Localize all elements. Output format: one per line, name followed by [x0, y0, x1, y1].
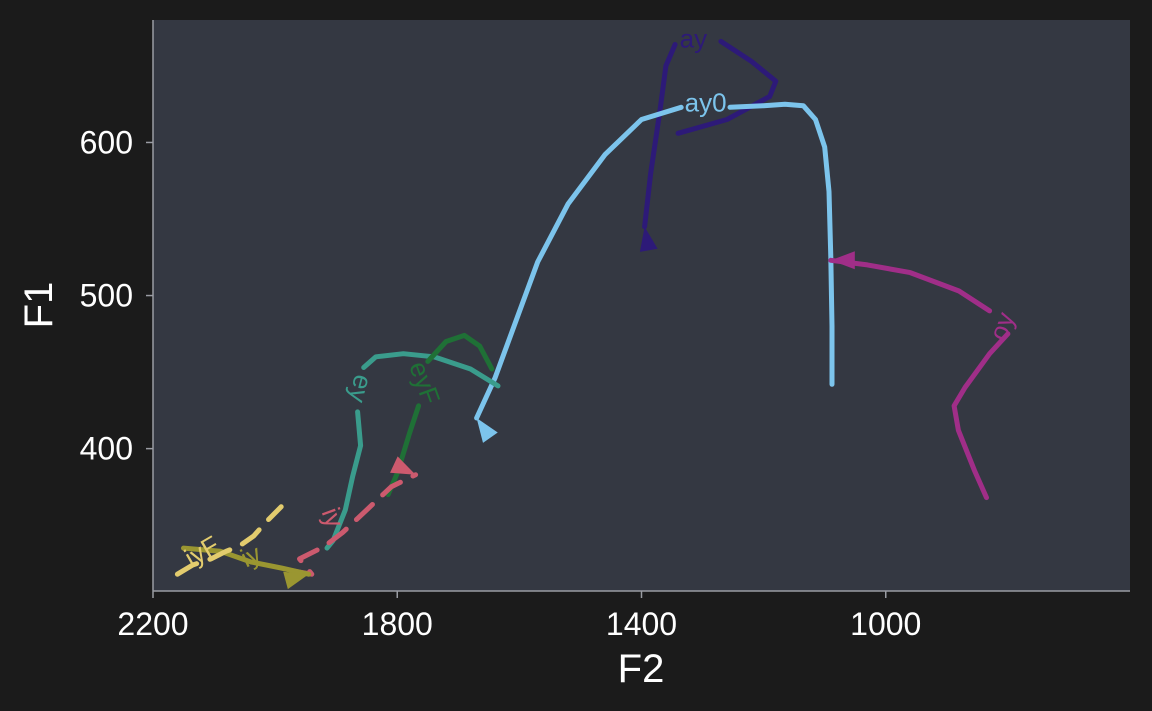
series-line-ey-7	[361, 351, 501, 389]
arrowhead-4	[283, 571, 309, 590]
x-tick-labels: 2200 1800 1400 1000	[117, 591, 921, 642]
series-line-ay0-3	[474, 104, 684, 421]
series-line-eyF-9	[425, 332, 495, 372]
series-line-iy-10	[290, 472, 419, 577]
series-label-ay: ay	[680, 23, 707, 53]
x-tick-label: 1400	[606, 606, 677, 642]
arrow-layer	[283, 226, 855, 590]
series-line-ay0-2	[727, 101, 835, 387]
x-axis-label: F2	[618, 647, 665, 691]
series-label-ay0: ay0	[685, 88, 727, 118]
arrowhead-0	[639, 226, 658, 252]
series-line-iyF-12	[174, 504, 284, 577]
y-axis-label: F1	[17, 282, 61, 329]
x-tick-label: 2200	[117, 606, 188, 642]
x-tick-label: 1800	[362, 606, 433, 642]
arrowhead-2	[830, 251, 855, 270]
y-tick-label: 500	[80, 278, 133, 314]
arrowhead-1	[476, 418, 498, 443]
series-line-oy-4	[951, 331, 1011, 501]
y-tick-label: 400	[80, 431, 133, 467]
x-tick-label: 1000	[850, 606, 921, 642]
y-tick-label: 600	[80, 124, 133, 160]
series-line-iyF-11	[181, 545, 312, 577]
series-line-ay-0	[675, 38, 779, 136]
plot-area	[153, 20, 1130, 591]
series-line-oy-5	[828, 257, 993, 314]
series-layer	[174, 38, 1011, 577]
arrowhead-3	[390, 456, 416, 475]
y-tick-labels: 400 500 600	[80, 124, 153, 467]
